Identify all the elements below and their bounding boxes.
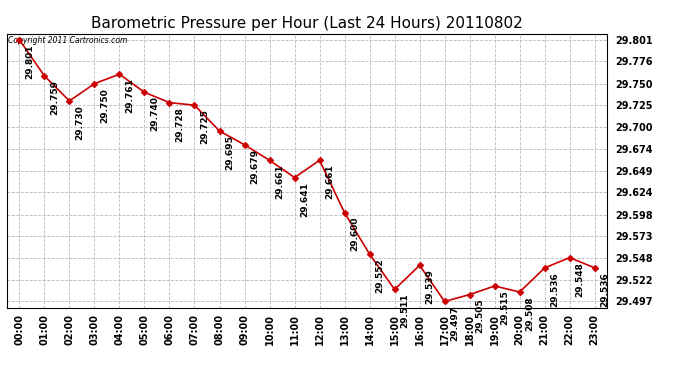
Text: 29.536: 29.536 (600, 272, 609, 307)
Text: 29.801: 29.801 (25, 44, 34, 79)
Text: 29.661: 29.661 (325, 165, 334, 199)
Text: Copyright 2011 Cartronics.com: Copyright 2011 Cartronics.com (8, 36, 128, 45)
Text: 29.515: 29.515 (500, 290, 509, 325)
Text: 29.505: 29.505 (475, 299, 484, 333)
Text: 29.730: 29.730 (75, 105, 84, 140)
Text: 29.508: 29.508 (525, 296, 534, 331)
Text: 29.511: 29.511 (400, 294, 409, 328)
Text: 29.539: 29.539 (425, 270, 434, 304)
Text: 29.552: 29.552 (375, 258, 384, 293)
Text: 29.641: 29.641 (300, 182, 309, 216)
Text: 29.548: 29.548 (575, 262, 584, 297)
Text: 29.679: 29.679 (250, 149, 259, 184)
Text: 29.750: 29.750 (100, 88, 109, 123)
Text: 29.536: 29.536 (550, 272, 559, 307)
Text: 29.600: 29.600 (350, 217, 359, 252)
Text: 29.740: 29.740 (150, 96, 159, 131)
Text: 29.497: 29.497 (450, 306, 459, 341)
Text: 29.725: 29.725 (200, 110, 209, 144)
Text: 29.759: 29.759 (50, 80, 59, 115)
Title: Barometric Pressure per Hour (Last 24 Hours) 20110802: Barometric Pressure per Hour (Last 24 Ho… (91, 16, 523, 31)
Text: 29.761: 29.761 (125, 78, 134, 113)
Text: 29.695: 29.695 (225, 135, 234, 170)
Text: 29.728: 29.728 (175, 107, 184, 142)
Text: 29.661: 29.661 (275, 165, 284, 199)
